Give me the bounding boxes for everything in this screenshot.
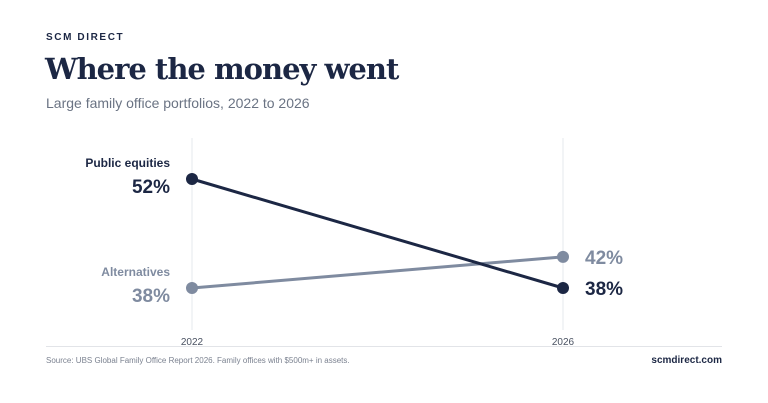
data-point-alternatives-2022 bbox=[186, 282, 198, 294]
series-name-alternatives: Alternatives bbox=[101, 265, 170, 279]
series-line-public-equities bbox=[190, 177, 565, 290]
data-point-public-equities-2022 bbox=[186, 173, 198, 185]
x-tick-label-2026: 2026 bbox=[552, 337, 575, 348]
footer-divider bbox=[46, 346, 722, 347]
series-name-public-equities: Public equities bbox=[85, 156, 170, 170]
x-tick-label-2022: 2022 bbox=[181, 337, 204, 348]
chart-title: Where the money went bbox=[45, 52, 399, 86]
chart-subtitle: Large family office portfolios, 2022 to … bbox=[46, 95, 310, 111]
data-label-end-public-equities: 38% bbox=[585, 279, 623, 300]
site-link[interactable]: scmdirect.com bbox=[651, 355, 722, 366]
data-label-end-alternatives: 42% bbox=[585, 248, 623, 269]
data-label-start-public-equities: 52% bbox=[132, 177, 170, 198]
data-point-public-equities-2026 bbox=[557, 282, 569, 294]
data-label-start-alternatives: 38% bbox=[132, 286, 170, 307]
source-note: Source: UBS Global Family Office Report … bbox=[46, 356, 350, 365]
brand-label: SCM DIRECT bbox=[46, 32, 125, 43]
data-point-alternatives-2026 bbox=[557, 250, 569, 263]
series-line-alternatives bbox=[190, 255, 565, 290]
